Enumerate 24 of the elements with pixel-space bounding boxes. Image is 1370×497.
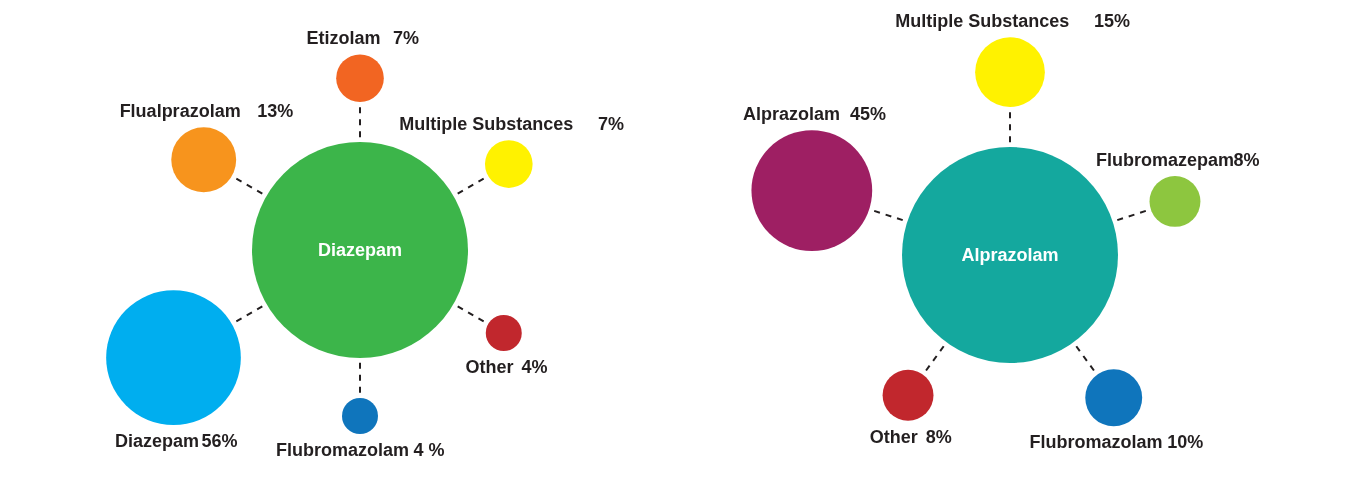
data-label: 8%	[925, 426, 952, 447]
data-label: 4%	[521, 357, 548, 377]
category-label: Etizolam	[306, 28, 381, 49]
category-label: Multiple Substances	[399, 114, 574, 135]
data-label: 13%	[257, 101, 294, 122]
data-label: 10%	[1167, 432, 1204, 453]
text: Alprazolam	[961, 245, 1059, 265]
category-label: Alprazolam	[743, 104, 841, 125]
data-label: 7%	[597, 114, 625, 135]
data-label: 7%	[393, 28, 420, 49]
data-label: 56%	[201, 431, 238, 452]
data-label: 8%	[1233, 149, 1260, 170]
category-label: Flubromazolam	[275, 440, 409, 460]
category-label: Flubromazepam	[1095, 149, 1234, 170]
category-label: Multiple Substances	[895, 11, 1070, 32]
category-label: Diazepam	[114, 431, 199, 452]
data-label: 45%	[850, 104, 887, 125]
category-label: Other	[465, 357, 514, 377]
text: Diazepam	[317, 240, 403, 260]
category-label: Flualprazolam	[119, 101, 241, 122]
data-label: 4 %	[413, 440, 445, 460]
category-label: Flubromazolam	[1029, 432, 1163, 453]
data-label: 15%	[1094, 11, 1131, 32]
category-label: Other	[869, 426, 918, 447]
